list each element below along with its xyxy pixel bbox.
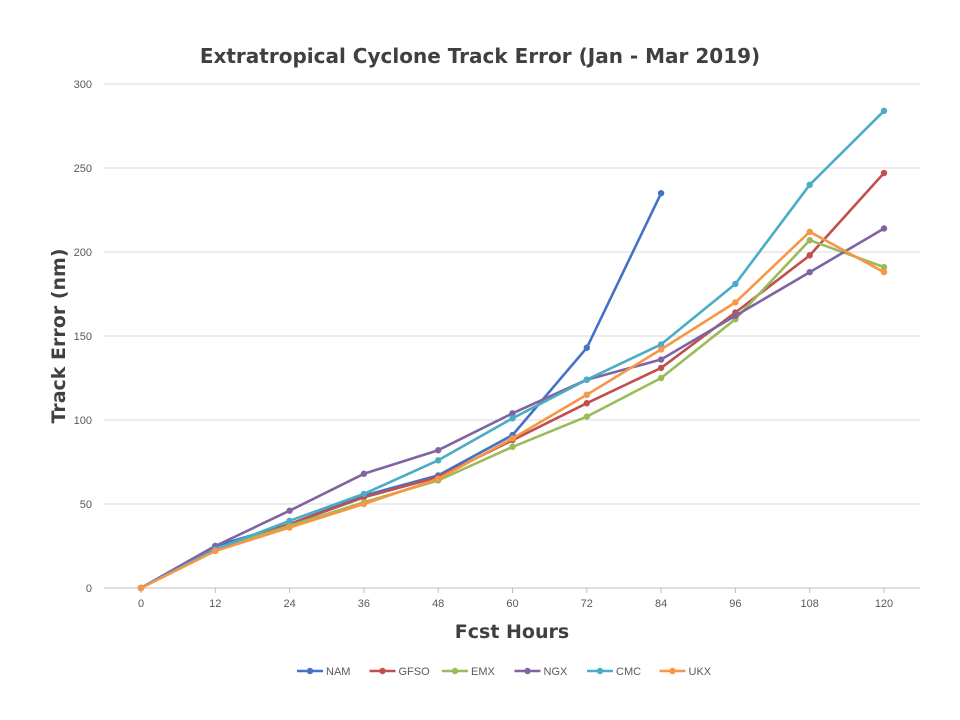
x-tick-label: 108 <box>801 598 819 610</box>
data-point-ukx <box>212 547 219 555</box>
data-point-ukx <box>583 391 590 398</box>
data-point-gfso <box>806 252 813 259</box>
data-point-gfso <box>583 400 590 407</box>
axes: 0 50 100 150 200 250 300 0 12 24 36 48 60 72 84 96 108 12… <box>74 79 920 610</box>
legend-swatch-marker <box>306 667 314 675</box>
data-point-ngx <box>657 356 665 363</box>
data-point-ngx <box>360 470 368 477</box>
x-tick-label: 0 <box>138 598 144 610</box>
series-ukx <box>137 228 888 592</box>
legend-label: CMC <box>616 666 641 678</box>
data-point-ukx <box>732 299 739 306</box>
data-point-ukx <box>806 228 813 236</box>
x-tick-label: 48 <box>432 598 444 610</box>
legend-label: NAM <box>326 666 350 678</box>
data-point-cmc <box>286 517 293 524</box>
data-point-emx <box>583 413 590 420</box>
data-point-ukx <box>360 500 368 508</box>
y-tick-label: 100 <box>74 415 92 427</box>
legend-label: UKX <box>689 666 712 678</box>
data-point-ukx <box>137 584 145 592</box>
legend-swatch-marker <box>596 667 604 675</box>
data-point-cmc <box>360 490 368 498</box>
y-tick-label: 250 <box>74 163 92 175</box>
legend-swatch-marker <box>379 667 386 675</box>
y-tick-label: 300 <box>74 79 92 91</box>
gridlines <box>104 83 920 505</box>
data-point-emx <box>880 263 888 271</box>
x-axis-title: Fcst Hours <box>455 621 569 643</box>
x-tick-label: 120 <box>875 598 893 610</box>
x-tick-label: 24 <box>283 598 295 610</box>
data-point-ngx <box>732 312 739 320</box>
data-point-nam <box>657 190 665 197</box>
legend-label: NGX <box>544 666 569 678</box>
data-point-ngx <box>286 507 293 514</box>
x-tick-label: 12 <box>209 598 221 610</box>
data-point-nam <box>583 344 590 351</box>
x-tick-label: 60 <box>506 598 518 610</box>
data-point-ukx <box>509 435 516 442</box>
series-line-cmc <box>139 109 886 590</box>
y-tick-label: 50 <box>80 499 92 511</box>
data-point-cmc <box>880 107 888 115</box>
legend-item-cmc: CMC <box>587 666 641 678</box>
y-tick-label: 150 <box>74 331 92 343</box>
series-line-nam <box>139 191 663 590</box>
series-cmc <box>137 107 888 592</box>
legend-swatch-marker <box>669 667 676 675</box>
data-point-gfso <box>657 364 665 372</box>
legend-label: GFSO <box>399 666 431 678</box>
legend-swatch-marker <box>451 667 459 675</box>
legend-item-ukx: UKX <box>659 666 712 678</box>
series-lines <box>137 107 888 592</box>
data-point-cmc <box>732 280 739 288</box>
data-point-ukx <box>286 524 293 531</box>
data-point-ukx <box>657 346 665 353</box>
x-tick-label: 36 <box>358 598 370 610</box>
data-point-ngx <box>880 225 888 232</box>
legend-item-gfso: GFSO <box>369 666 431 678</box>
x-tick-label: 72 <box>581 598 593 610</box>
data-point-cmc <box>435 457 442 464</box>
data-point-ngx <box>806 268 813 276</box>
data-point-ngx <box>509 410 516 417</box>
data-point-ukx <box>435 475 442 482</box>
data-point-cmc <box>583 376 590 383</box>
data-point-emx <box>806 237 813 244</box>
y-tick-label: 200 <box>74 247 92 259</box>
legend-item-ngx: NGX <box>514 666 569 678</box>
y-axis-title: Track Error (nm) <box>48 248 70 423</box>
data-point-emx <box>657 374 665 382</box>
y-tick-label: 0 <box>86 583 92 595</box>
x-tick-label: 96 <box>729 598 741 610</box>
legend-item-nam: NAM <box>297 666 350 678</box>
data-point-ukx <box>880 268 888 276</box>
data-point-ngx <box>435 447 442 454</box>
data-point-cmc <box>806 181 813 188</box>
data-point-gfso <box>880 169 888 177</box>
legend-swatch-marker <box>524 667 531 675</box>
data-point-cmc <box>657 341 665 348</box>
legend: NAM GFSO EMX NGX CMC UKX <box>297 666 712 678</box>
series-nam <box>137 190 665 592</box>
legend-label: EMX <box>471 666 496 678</box>
legend-item-emx: EMX <box>442 666 496 678</box>
chart-title: Extratropical Cyclone Track Error (Jan -… <box>200 44 760 68</box>
data-point-cmc <box>509 415 516 422</box>
data-point-emx <box>509 443 516 451</box>
x-tick-label: 84 <box>655 598 667 610</box>
